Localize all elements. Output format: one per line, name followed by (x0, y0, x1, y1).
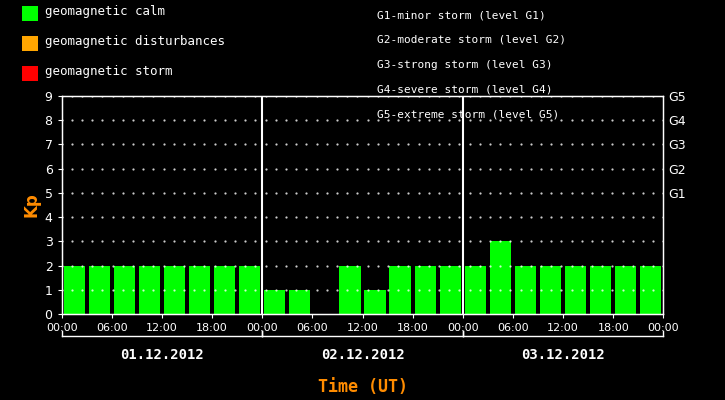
Bar (389, 266, 411, 314)
Bar (264, 290, 286, 314)
Bar (114, 266, 135, 314)
Text: G5-extreme storm (level G5): G5-extreme storm (level G5) (377, 109, 559, 119)
Bar (214, 266, 235, 314)
Bar (164, 266, 185, 314)
Text: 02.12.2012: 02.12.2012 (320, 348, 405, 362)
Bar (339, 266, 360, 314)
Bar (415, 266, 436, 314)
Bar (615, 266, 637, 314)
Text: geomagnetic storm: geomagnetic storm (45, 66, 173, 78)
Bar (590, 266, 611, 314)
Y-axis label: Kp: Kp (22, 193, 41, 217)
Text: G4-severe storm (level G4): G4-severe storm (level G4) (377, 84, 552, 94)
Text: 01.12.2012: 01.12.2012 (120, 348, 204, 362)
Text: G3-strong storm (level G3): G3-strong storm (level G3) (377, 60, 552, 70)
Text: 03.12.2012: 03.12.2012 (521, 348, 605, 362)
Bar (540, 266, 561, 314)
Bar (64, 266, 85, 314)
Bar (239, 266, 260, 314)
Bar (365, 290, 386, 314)
Bar (189, 266, 210, 314)
Text: geomagnetic calm: geomagnetic calm (45, 6, 165, 18)
Bar (138, 266, 160, 314)
Bar (565, 266, 587, 314)
Bar (640, 266, 661, 314)
Text: G1-minor storm (level G1): G1-minor storm (level G1) (377, 10, 546, 20)
Text: Time (UT): Time (UT) (318, 378, 407, 396)
Bar (465, 266, 486, 314)
Text: geomagnetic disturbances: geomagnetic disturbances (45, 36, 225, 48)
Text: G2-moderate storm (level G2): G2-moderate storm (level G2) (377, 35, 566, 45)
Bar (490, 241, 511, 314)
Bar (88, 266, 110, 314)
Bar (515, 266, 536, 314)
Bar (289, 290, 310, 314)
Bar (439, 266, 461, 314)
